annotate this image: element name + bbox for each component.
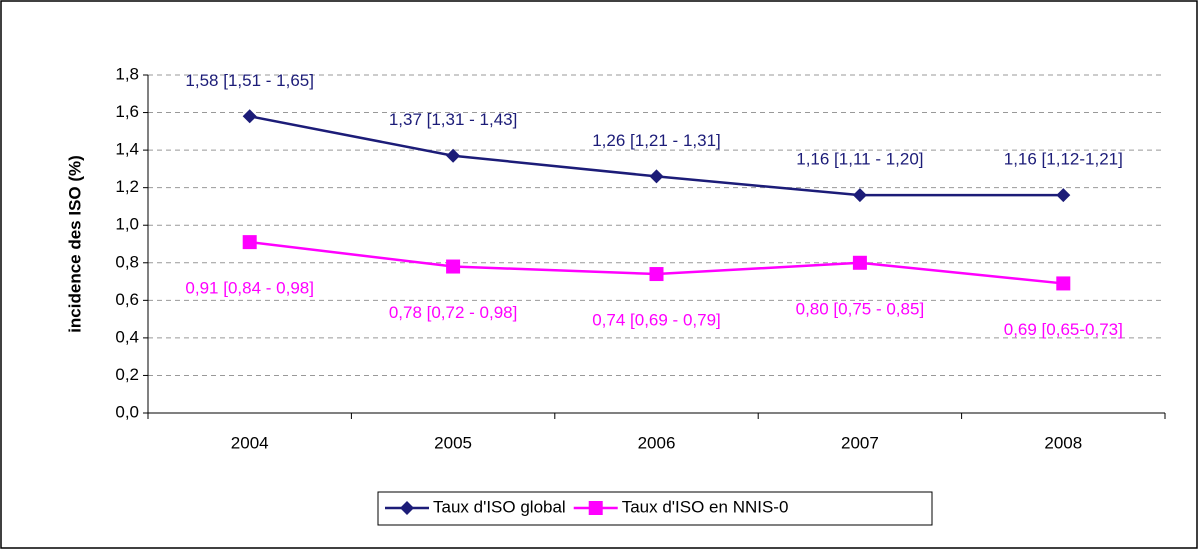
y-tick-label: 0,4 xyxy=(115,327,139,346)
y-tick-label: 0,8 xyxy=(115,252,139,271)
data-label: 1,58 [1,51 - 1,65] xyxy=(185,71,314,90)
data-label: 1,26 [1,21 - 1,31] xyxy=(592,131,721,150)
y-tick-label: 0,2 xyxy=(115,365,139,384)
data-label: 1,16 [1,11 - 1,20] xyxy=(796,150,923,169)
data-label: 0,78 [0,72 - 0,98] xyxy=(389,303,518,322)
data-label: 0,74 [0,69 - 0,79] xyxy=(592,311,721,330)
y-tick-label: 1,4 xyxy=(115,140,139,159)
marker xyxy=(649,169,664,184)
marker xyxy=(1056,276,1071,291)
y-axis-label: incidence des ISO (%) xyxy=(65,155,84,333)
marker xyxy=(649,267,664,282)
data-label: 1,37 [1,31 - 1,43] xyxy=(389,110,518,129)
y-tick-label: 1,2 xyxy=(115,177,139,196)
y-tick-label: 1,8 xyxy=(115,64,139,83)
x-tick-label: 2006 xyxy=(638,433,676,452)
data-label: 0,91 [0,84 - 0,98] xyxy=(185,279,314,298)
y-tick-label: 0,6 xyxy=(115,290,139,309)
data-label: 0,69 [0,65-0,73] xyxy=(1004,320,1123,339)
legend-box xyxy=(377,491,933,526)
marker xyxy=(588,501,603,515)
data-label: 0,80 [0,75 - 0,85] xyxy=(796,299,925,318)
x-tick-label: 2005 xyxy=(434,433,472,452)
y-tick-label: 1,6 xyxy=(115,102,139,121)
marker xyxy=(446,259,461,274)
marker xyxy=(1056,188,1071,203)
y-tick-label: 0,0 xyxy=(115,402,139,421)
marker xyxy=(242,235,257,250)
marker xyxy=(446,148,461,163)
y-tick-label: 1,0 xyxy=(115,215,139,234)
x-tick-label: 2008 xyxy=(1044,433,1082,452)
marker xyxy=(400,501,414,515)
x-tick-label: 2007 xyxy=(841,433,879,452)
data-label: 1,16 [1,12-1,21] xyxy=(1004,150,1123,169)
marker xyxy=(852,188,867,203)
marker xyxy=(852,255,867,270)
legend-label: Taux d'ISO global xyxy=(433,497,566,516)
marker xyxy=(242,109,257,124)
x-tick-label: 2004 xyxy=(231,433,269,452)
legend-label: Taux d'ISO en NNIS-0 xyxy=(622,497,789,516)
